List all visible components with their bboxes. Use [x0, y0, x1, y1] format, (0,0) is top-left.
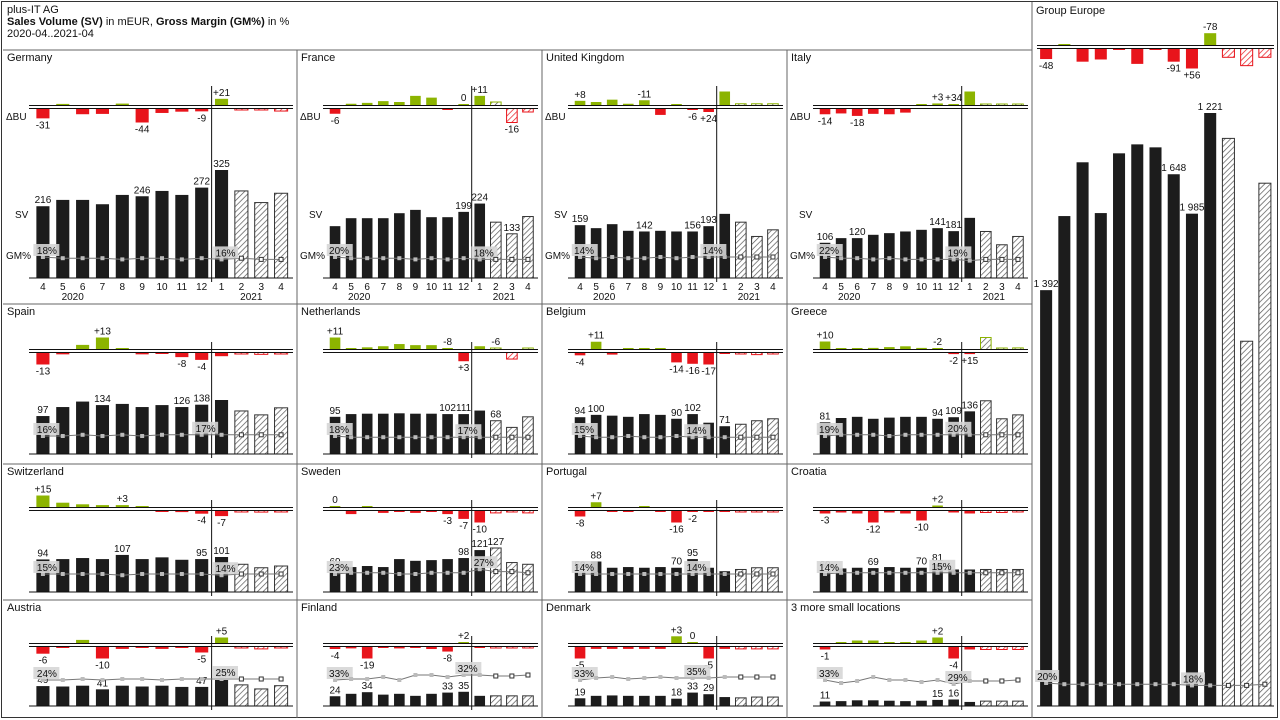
gm-measure: Gross Margin (GM%): [155, 16, 265, 28]
sv-measure: Sales Volume (SV): [7, 16, 103, 28]
sv-unit: in mEUR,: [102, 16, 156, 28]
company-name: plus-IT AG: [7, 4, 59, 16]
gm-unit: in %: [264, 16, 290, 28]
measure-description: Sales Volume (SV) in mEUR, Gross Margin …: [7, 16, 289, 28]
period: 2020-04..2021-04: [7, 28, 94, 40]
report-header: plus-IT AG Sales Volume (SV) in mEUR, Gr…: [7, 4, 289, 40]
